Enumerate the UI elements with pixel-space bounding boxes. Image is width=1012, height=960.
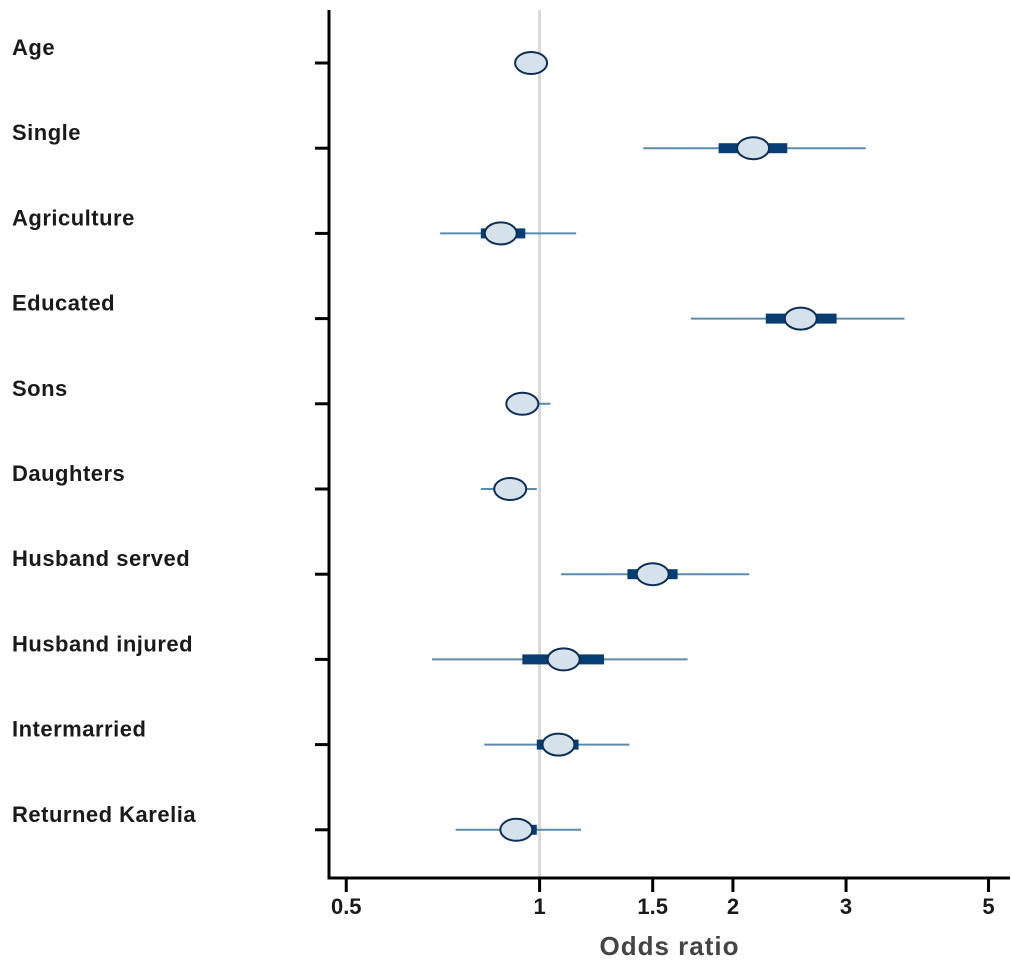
row-label: Agriculture — [12, 205, 135, 230]
row-label: Intermarried — [12, 717, 146, 742]
point-estimate — [514, 51, 549, 75]
row-label: Educated — [12, 291, 115, 316]
point-estimate — [483, 221, 518, 246]
x-tick-label: 1.5 — [637, 894, 668, 919]
row-label: Single — [12, 120, 81, 145]
x-tick-label: 3 — [840, 894, 852, 919]
point-estimate — [783, 306, 818, 331]
forest-row: Educated — [12, 291, 905, 331]
forest-row: Intermarried — [12, 717, 630, 757]
row-label: Husband injured — [12, 631, 193, 656]
point-estimate — [493, 477, 528, 501]
row-label: Returned Karelia — [12, 802, 196, 827]
x-axis-title: Odds ratio — [599, 931, 739, 960]
forest-row: Sons — [12, 376, 551, 416]
x-ticks-layer: 0.5 1 1.5 2 3 5 — [331, 878, 995, 919]
point-estimate — [546, 647, 581, 672]
axis-layer — [327, 10, 1010, 880]
forest-row: Age — [12, 35, 549, 75]
x-tick-label: 2 — [727, 894, 739, 919]
point-estimate — [541, 732, 576, 757]
x-tick-label: 5 — [982, 894, 994, 919]
x-tick-label: 0.5 — [331, 894, 362, 919]
forest-row: Daughters — [12, 461, 537, 501]
row-label: Sons — [12, 376, 68, 401]
row-label: Daughters — [12, 461, 125, 486]
forest-row: Agriculture — [12, 205, 577, 246]
forest-row: Husband served — [12, 546, 750, 587]
point-estimate — [499, 817, 534, 842]
point-estimate — [505, 391, 540, 416]
x-tick-label: 1 — [533, 894, 545, 919]
forest-row: Husband injured — [12, 631, 688, 672]
forest-row: Single — [12, 120, 866, 161]
point-estimate — [635, 562, 670, 587]
forest-row: Returned Karelia — [12, 802, 582, 842]
rows-layer: Age Single Agriculture Educated Sons Daughter… — [12, 35, 905, 842]
point-estimate — [736, 136, 771, 161]
row-label: Age — [12, 35, 55, 60]
row-label: Husband served — [12, 546, 190, 571]
